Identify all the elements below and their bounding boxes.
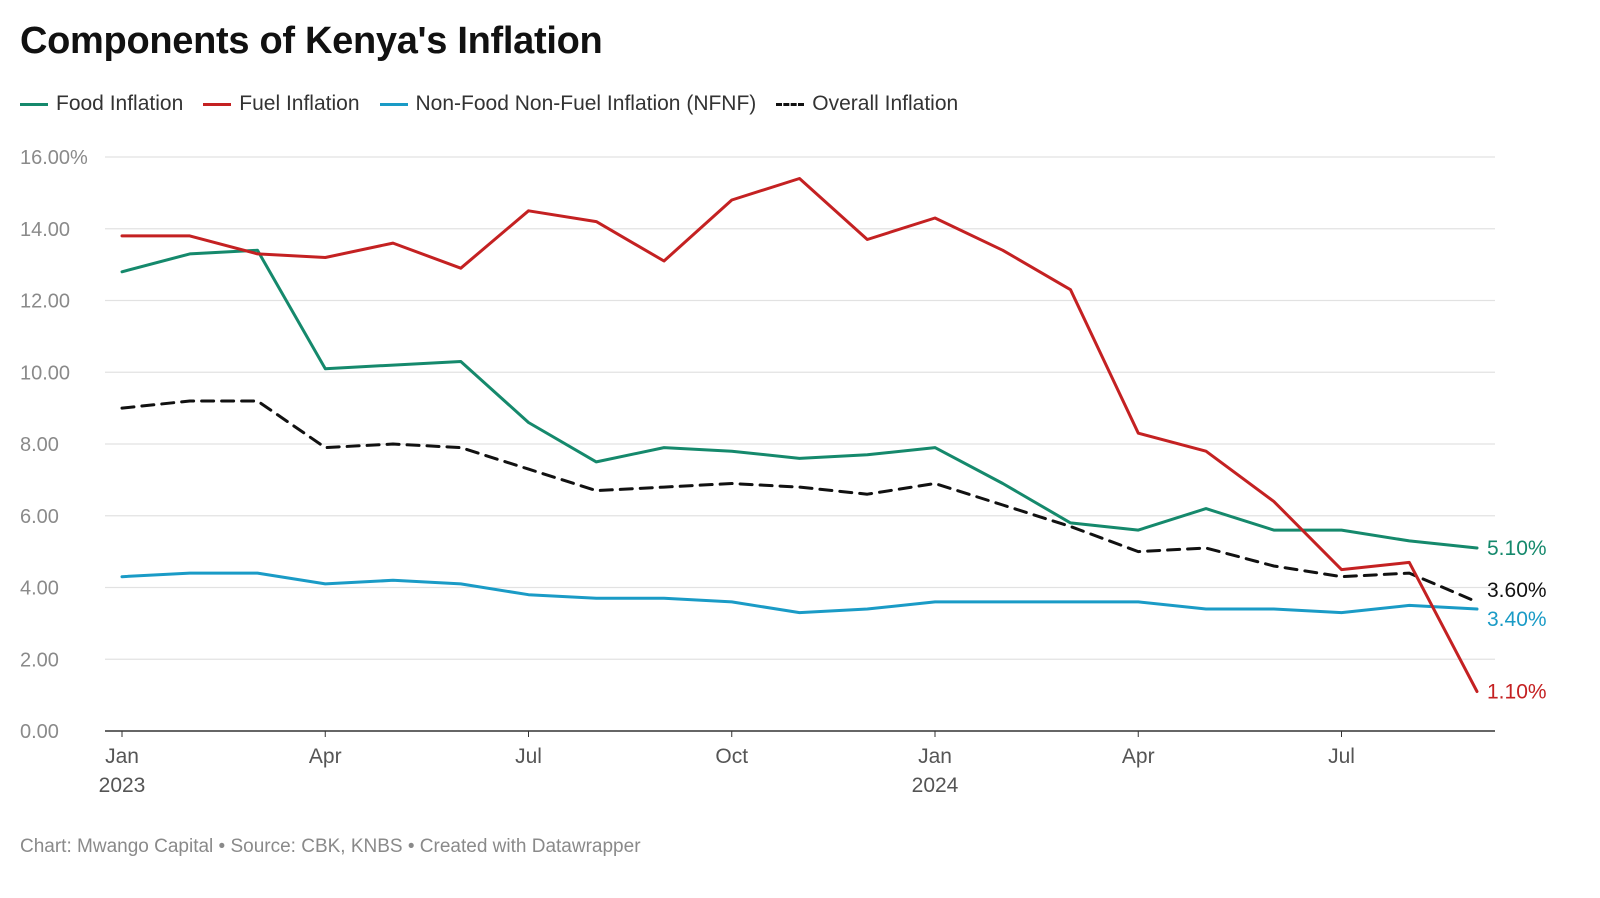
legend-swatch — [776, 102, 805, 106]
series-line — [120, 571, 1479, 615]
legend-item: Food Inflation — [20, 92, 183, 116]
legend-item: Fuel Inflation — [203, 92, 360, 116]
chart-title: Components of Kenya's Inflation — [20, 20, 603, 62]
legend-swatch — [203, 102, 232, 106]
legend-label: Fuel Inflation — [239, 92, 360, 115]
x-tick-year-label: 2024 — [912, 774, 959, 797]
x-tick-year-label: 2023 — [99, 774, 146, 797]
x-tick-label: Jan — [918, 745, 952, 768]
y-tick-label: 8.00 — [20, 434, 59, 456]
y-tick-label: 2.00 — [20, 649, 59, 671]
series-line — [120, 248, 1479, 550]
series-line — [120, 177, 1479, 693]
legend-swatch — [379, 102, 408, 106]
series-end-label: 1.10% — [1487, 681, 1547, 704]
y-tick-label: 4.00 — [20, 578, 59, 600]
chart-footer: Chart: Mwango Capital • Source: CBK, KNB… — [20, 836, 641, 857]
y-tick-label: 10.00 — [20, 362, 70, 384]
series-end-label: 5.10% — [1487, 537, 1547, 560]
x-tick-label: Oct — [715, 745, 748, 768]
y-tick-label: 12.00 — [20, 291, 70, 313]
chart-legend: Food Inflation Fuel Inflation Non-Food Non… — [20, 92, 978, 116]
legend-swatch — [20, 102, 48, 106]
series-end-label: 3.40% — [1487, 608, 1547, 631]
legend-item: Non-Food Non-Fuel Inflation (NFNF) — [379, 92, 757, 116]
y-tick-label: 6.00 — [20, 506, 59, 528]
y-tick-label: 14.00 — [20, 219, 70, 241]
x-tick-label: Jan — [105, 745, 139, 768]
series-line — [120, 399, 1479, 604]
legend-label: Food Inflation — [56, 92, 184, 115]
y-tick-label: 16.00% — [20, 147, 88, 169]
legend-label: Non-Food Non-Fuel Inflation (NFNF) — [415, 92, 757, 115]
x-tick-label: Jul — [1328, 745, 1355, 768]
legend-label: Overall Inflation — [812, 92, 959, 115]
legend-item: Overall Inflation — [776, 92, 958, 116]
series-end-label: 3.60% — [1487, 579, 1547, 602]
y-tick-label: 0.00 — [20, 721, 59, 743]
x-tick-label: Jul — [515, 745, 542, 768]
x-tick-label: Apr — [309, 745, 342, 768]
x-tick-label: Apr — [1122, 745, 1155, 768]
